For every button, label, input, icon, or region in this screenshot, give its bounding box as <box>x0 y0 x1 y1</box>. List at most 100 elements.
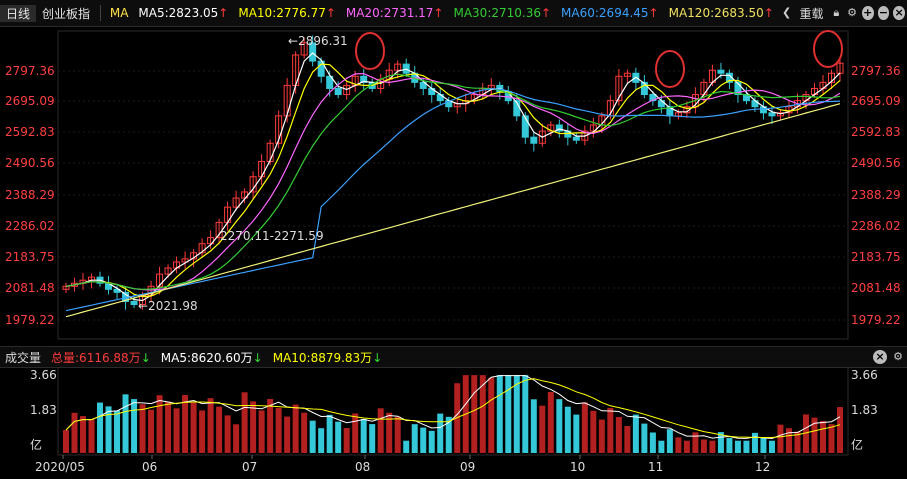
price-tick-right: 2286.02 <box>851 219 901 233</box>
candle-body <box>130 301 138 306</box>
volume-bar <box>768 440 775 453</box>
tab-daily[interactable]: 日线 <box>0 4 37 22</box>
volume-ma10-line <box>65 378 841 438</box>
ma20-value: MA20:2731.17↑ <box>345 6 444 20</box>
ma20-line <box>65 72 841 291</box>
volume-bar <box>837 407 843 453</box>
candle-body <box>640 81 648 96</box>
time-axis-label: 12 <box>755 460 770 474</box>
volume-bar <box>760 437 767 453</box>
volume-bar <box>649 432 656 453</box>
volume-ma10: MA10:8879.83万↓ <box>272 350 383 365</box>
volume-bar <box>632 414 639 453</box>
volume-ma5-line <box>65 375 841 440</box>
candle-body <box>156 273 164 287</box>
volume-bar <box>173 408 180 453</box>
chart-toolbar: 日线 创业板指 MA MA5:2823.05↑ MA10:2776.77↑ MA… <box>0 0 907 27</box>
volume-bar <box>522 375 529 453</box>
highlight-circle <box>655 50 685 88</box>
volume-bar <box>233 424 240 453</box>
chevron-left-icon[interactable]: ❮ <box>782 6 792 19</box>
candle-body <box>300 42 308 56</box>
candle-body <box>657 100 665 108</box>
volume-bar <box>590 410 597 453</box>
ma120-value: MA120:2683.50↑ <box>668 6 774 20</box>
tab-index-name[interactable]: 创业板指 <box>42 6 91 21</box>
volume-bar <box>539 405 546 453</box>
volume-bar <box>445 416 452 453</box>
gear-icon[interactable]: ⚙ <box>847 6 857 19</box>
volume-close-icon[interactable]: × <box>873 350 887 364</box>
volume-bar <box>352 413 359 453</box>
volume-chart[interactable]: 3.66 3.66 1.83 1.83 亿 亿 2020/05 06 07 08 09 10 11 12 <box>0 367 907 479</box>
volume-title[interactable]: 成交量 <box>5 350 42 365</box>
price-tick-left: 2490.56 <box>5 156 55 170</box>
volume-bar <box>267 398 274 453</box>
volume-tick-right: 亿 <box>851 437 863 452</box>
volume-tick-left: 3.66 <box>30 368 57 382</box>
plus-icon[interactable]: + <box>861 6 874 20</box>
volume-bar <box>190 402 197 453</box>
volume-bar <box>275 407 282 453</box>
toolbar-divider <box>100 5 101 21</box>
price-tick-left: 2081.48 <box>5 281 55 295</box>
volume-bar <box>301 412 308 453</box>
ma5-line <box>65 52 841 302</box>
candle-body <box>181 258 189 263</box>
volume-header: 成交量 总量:6116.88万↓ MA5:8620.60万↓ MA10:8879… <box>0 346 907 368</box>
candle-body <box>538 130 546 144</box>
volume-bar <box>819 420 826 453</box>
volume-bar <box>360 418 367 453</box>
volume-bar <box>564 406 571 453</box>
price-tick-right: 1979.22 <box>851 313 901 327</box>
price-chart[interactable]: 2797.36 2797.36 2695.09 2695.09 2592.83 2592.… <box>0 27 907 346</box>
volume-tick-left: 亿 <box>30 437 42 452</box>
volume-bar <box>420 427 427 453</box>
volume-bar <box>802 414 809 453</box>
time-axis-label: 09 <box>460 460 475 474</box>
volume-bar <box>471 375 478 453</box>
high-annotation: ←2896.31 <box>288 34 348 48</box>
volume-gear-icon[interactable]: ⚙ <box>893 350 903 363</box>
volume-bar <box>326 414 333 453</box>
ma10-value: MA10:2776.77↑ <box>238 6 336 20</box>
ma30-value: MA30:2710.36↑ <box>453 6 552 20</box>
price-tick-left: 2388.29 <box>5 188 55 202</box>
volume-tick-left: 1.83 <box>30 403 57 417</box>
volume-bar <box>156 395 163 453</box>
price-tick-left: 2695.09 <box>5 94 55 108</box>
price-tick-left: 2797.36 <box>5 64 55 78</box>
ma5-value: MA5:2823.05↑ <box>138 6 229 20</box>
candle-body <box>530 136 538 144</box>
volume-bar <box>309 420 316 453</box>
volume-bar <box>403 440 410 453</box>
volume-bar <box>241 392 248 453</box>
candle-body <box>360 75 368 83</box>
volume-bar <box>598 419 605 453</box>
candle-body <box>555 124 563 132</box>
time-axis-label: 08 <box>355 460 370 474</box>
volume-bar <box>148 409 155 453</box>
ma-label[interactable]: MA <box>109 6 129 20</box>
price-plot-frame <box>57 30 849 340</box>
candle-body <box>343 84 351 96</box>
volume-bar <box>666 429 673 453</box>
volume-bar <box>675 437 682 453</box>
volume-bar <box>488 377 495 453</box>
volume-bar <box>479 375 486 453</box>
volume-bar <box>105 406 112 453</box>
lock-icon[interactable]: 🔒︎ <box>833 6 840 19</box>
volume-bar <box>97 402 104 453</box>
minus-icon[interactable]: − <box>877 6 890 20</box>
price-tick-left: 2183.75 <box>5 250 55 264</box>
price-tick-left: 2286.02 <box>5 219 55 233</box>
close-icon[interactable]: × <box>893 6 905 20</box>
volume-bar <box>454 383 461 453</box>
reload-button[interactable]: 重载 <box>799 6 824 21</box>
volume-bar <box>505 375 512 453</box>
price-tick-left: 1979.22 <box>5 313 55 327</box>
candle-body <box>326 75 334 89</box>
volume-bar <box>615 416 622 453</box>
low-annotation: ←2021.98 <box>138 299 198 313</box>
volume-bar <box>726 438 733 453</box>
